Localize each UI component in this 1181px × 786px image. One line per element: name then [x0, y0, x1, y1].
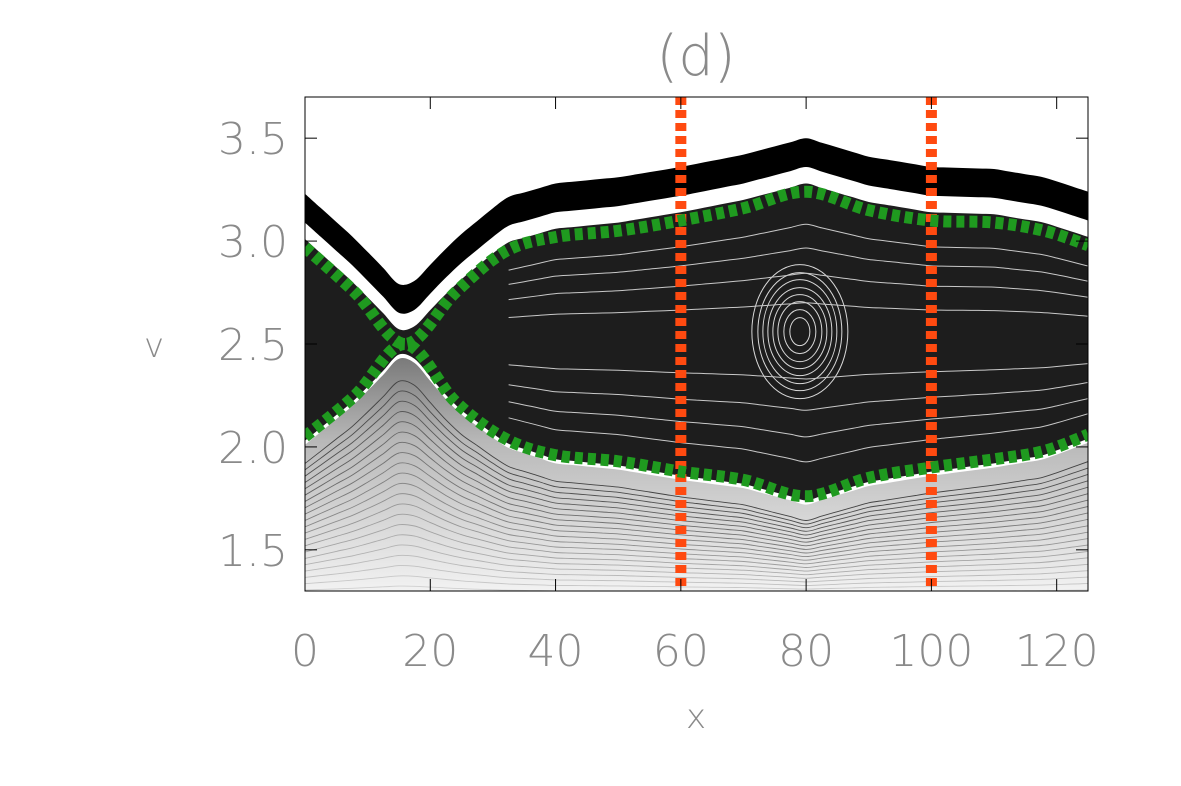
axis-ticks	[304, 97, 1088, 591]
y-axis-label: v	[144, 326, 164, 366]
x-tick-label: 80	[778, 626, 834, 677]
y-tick-labels: 1.5 2.0 2.5 3.0 3.5	[218, 114, 288, 577]
chart-title: (d)	[656, 24, 735, 89]
upper-dark-band	[305, 138, 1088, 314]
x-tick-labels: 0 20 40 60 80 100 120	[291, 626, 1099, 677]
vertical-reference-lines	[675, 97, 937, 591]
x-tick-label: 60	[653, 626, 709, 677]
y-tick-label: 2.0	[218, 423, 288, 474]
x-tick-label: 40	[528, 626, 584, 677]
island-contour-lines	[508, 223, 1088, 463]
x-tick-label: 100	[889, 626, 973, 677]
x-tick-label: 0	[291, 626, 319, 677]
lower-contour-lines	[305, 380, 1088, 591]
trapped-island-region	[305, 183, 1088, 501]
plot-area	[305, 97, 1088, 591]
x-tick-label: 20	[402, 626, 458, 677]
y-tick-label: 1.5	[218, 526, 288, 577]
x-tick-label: 120	[1015, 626, 1099, 677]
separatrix-lower	[305, 338, 1088, 503]
x-axis-label: x	[686, 697, 706, 737]
y-tick-label: 2.5	[218, 320, 288, 371]
y-tick-label: 3.5	[218, 114, 288, 165]
y-tick-label: 3.0	[218, 217, 288, 268]
